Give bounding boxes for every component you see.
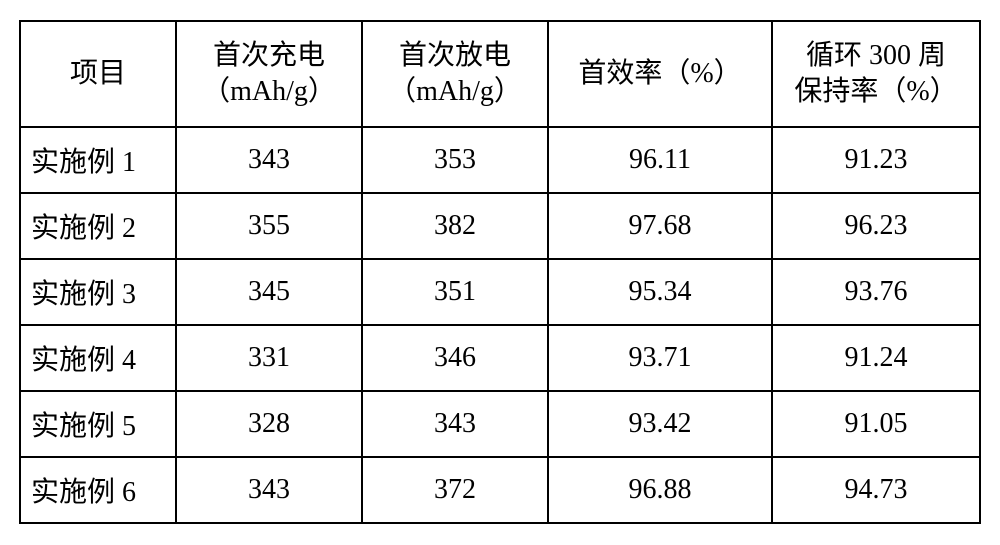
table-row: 实施例 2 355 382 97.68 96.23 xyxy=(20,193,980,259)
cell-first-efficiency: 93.71 xyxy=(548,325,772,391)
cell-retention: 91.23 xyxy=(772,127,980,193)
row-label: 实施例 1 xyxy=(20,127,176,193)
row-label: 实施例 2 xyxy=(20,193,176,259)
table-row: 实施例 6 343 372 96.88 94.73 xyxy=(20,457,980,523)
cell-retention: 93.76 xyxy=(772,259,980,325)
cell-first-discharge: 351 xyxy=(362,259,548,325)
table-row: 实施例 1 343 353 96.11 91.23 xyxy=(20,127,980,193)
table-row: 实施例 5 328 343 93.42 91.05 xyxy=(20,391,980,457)
col-header-line1: 首次充电 xyxy=(177,38,361,74)
col-header-line1: 项目 xyxy=(21,56,175,92)
cell-first-charge: 343 xyxy=(176,127,362,193)
col-header-line2: （mAh/g） xyxy=(363,74,547,110)
col-header-line2: （mAh/g） xyxy=(177,74,361,110)
cell-first-charge: 355 xyxy=(176,193,362,259)
col-header-first-charge: 首次充电 （mAh/g） xyxy=(176,21,362,127)
col-header-retention: 循环 300 周 保持率（%） xyxy=(772,21,980,127)
cell-first-discharge: 343 xyxy=(362,391,548,457)
cell-retention: 91.05 xyxy=(772,391,980,457)
cell-first-efficiency: 95.34 xyxy=(548,259,772,325)
data-table: 项目 首次充电 （mAh/g） 首次放电 （mAh/g） 首效率（%） 循环 3… xyxy=(19,20,981,524)
cell-first-discharge: 372 xyxy=(362,457,548,523)
cell-first-discharge: 346 xyxy=(362,325,548,391)
cell-first-discharge: 353 xyxy=(362,127,548,193)
col-header-line1: 首效率（%） xyxy=(549,56,771,92)
row-label: 实施例 4 xyxy=(20,325,176,391)
cell-first-charge: 345 xyxy=(176,259,362,325)
col-header-item: 项目 xyxy=(20,21,176,127)
cell-first-efficiency: 96.88 xyxy=(548,457,772,523)
cell-retention: 94.73 xyxy=(772,457,980,523)
row-label: 实施例 6 xyxy=(20,457,176,523)
col-header-first-efficiency: 首效率（%） xyxy=(548,21,772,127)
cell-retention: 91.24 xyxy=(772,325,980,391)
cell-first-charge: 328 xyxy=(176,391,362,457)
cell-first-efficiency: 96.11 xyxy=(548,127,772,193)
cell-first-charge: 343 xyxy=(176,457,362,523)
table-row: 实施例 4 331 346 93.71 91.24 xyxy=(20,325,980,391)
cell-first-charge: 331 xyxy=(176,325,362,391)
table-row: 实施例 3 345 351 95.34 93.76 xyxy=(20,259,980,325)
table-header-row: 项目 首次充电 （mAh/g） 首次放电 （mAh/g） 首效率（%） 循环 3… xyxy=(20,21,980,127)
col-header-line1: 首次放电 xyxy=(363,38,547,74)
cell-retention: 96.23 xyxy=(772,193,980,259)
col-header-line1: 循环 300 周 xyxy=(773,38,979,74)
cell-first-efficiency: 93.42 xyxy=(548,391,772,457)
row-label: 实施例 5 xyxy=(20,391,176,457)
col-header-first-discharge: 首次放电 （mAh/g） xyxy=(362,21,548,127)
cell-first-discharge: 382 xyxy=(362,193,548,259)
cell-first-efficiency: 97.68 xyxy=(548,193,772,259)
row-label: 实施例 3 xyxy=(20,259,176,325)
col-header-line2: 保持率（%） xyxy=(773,74,979,110)
